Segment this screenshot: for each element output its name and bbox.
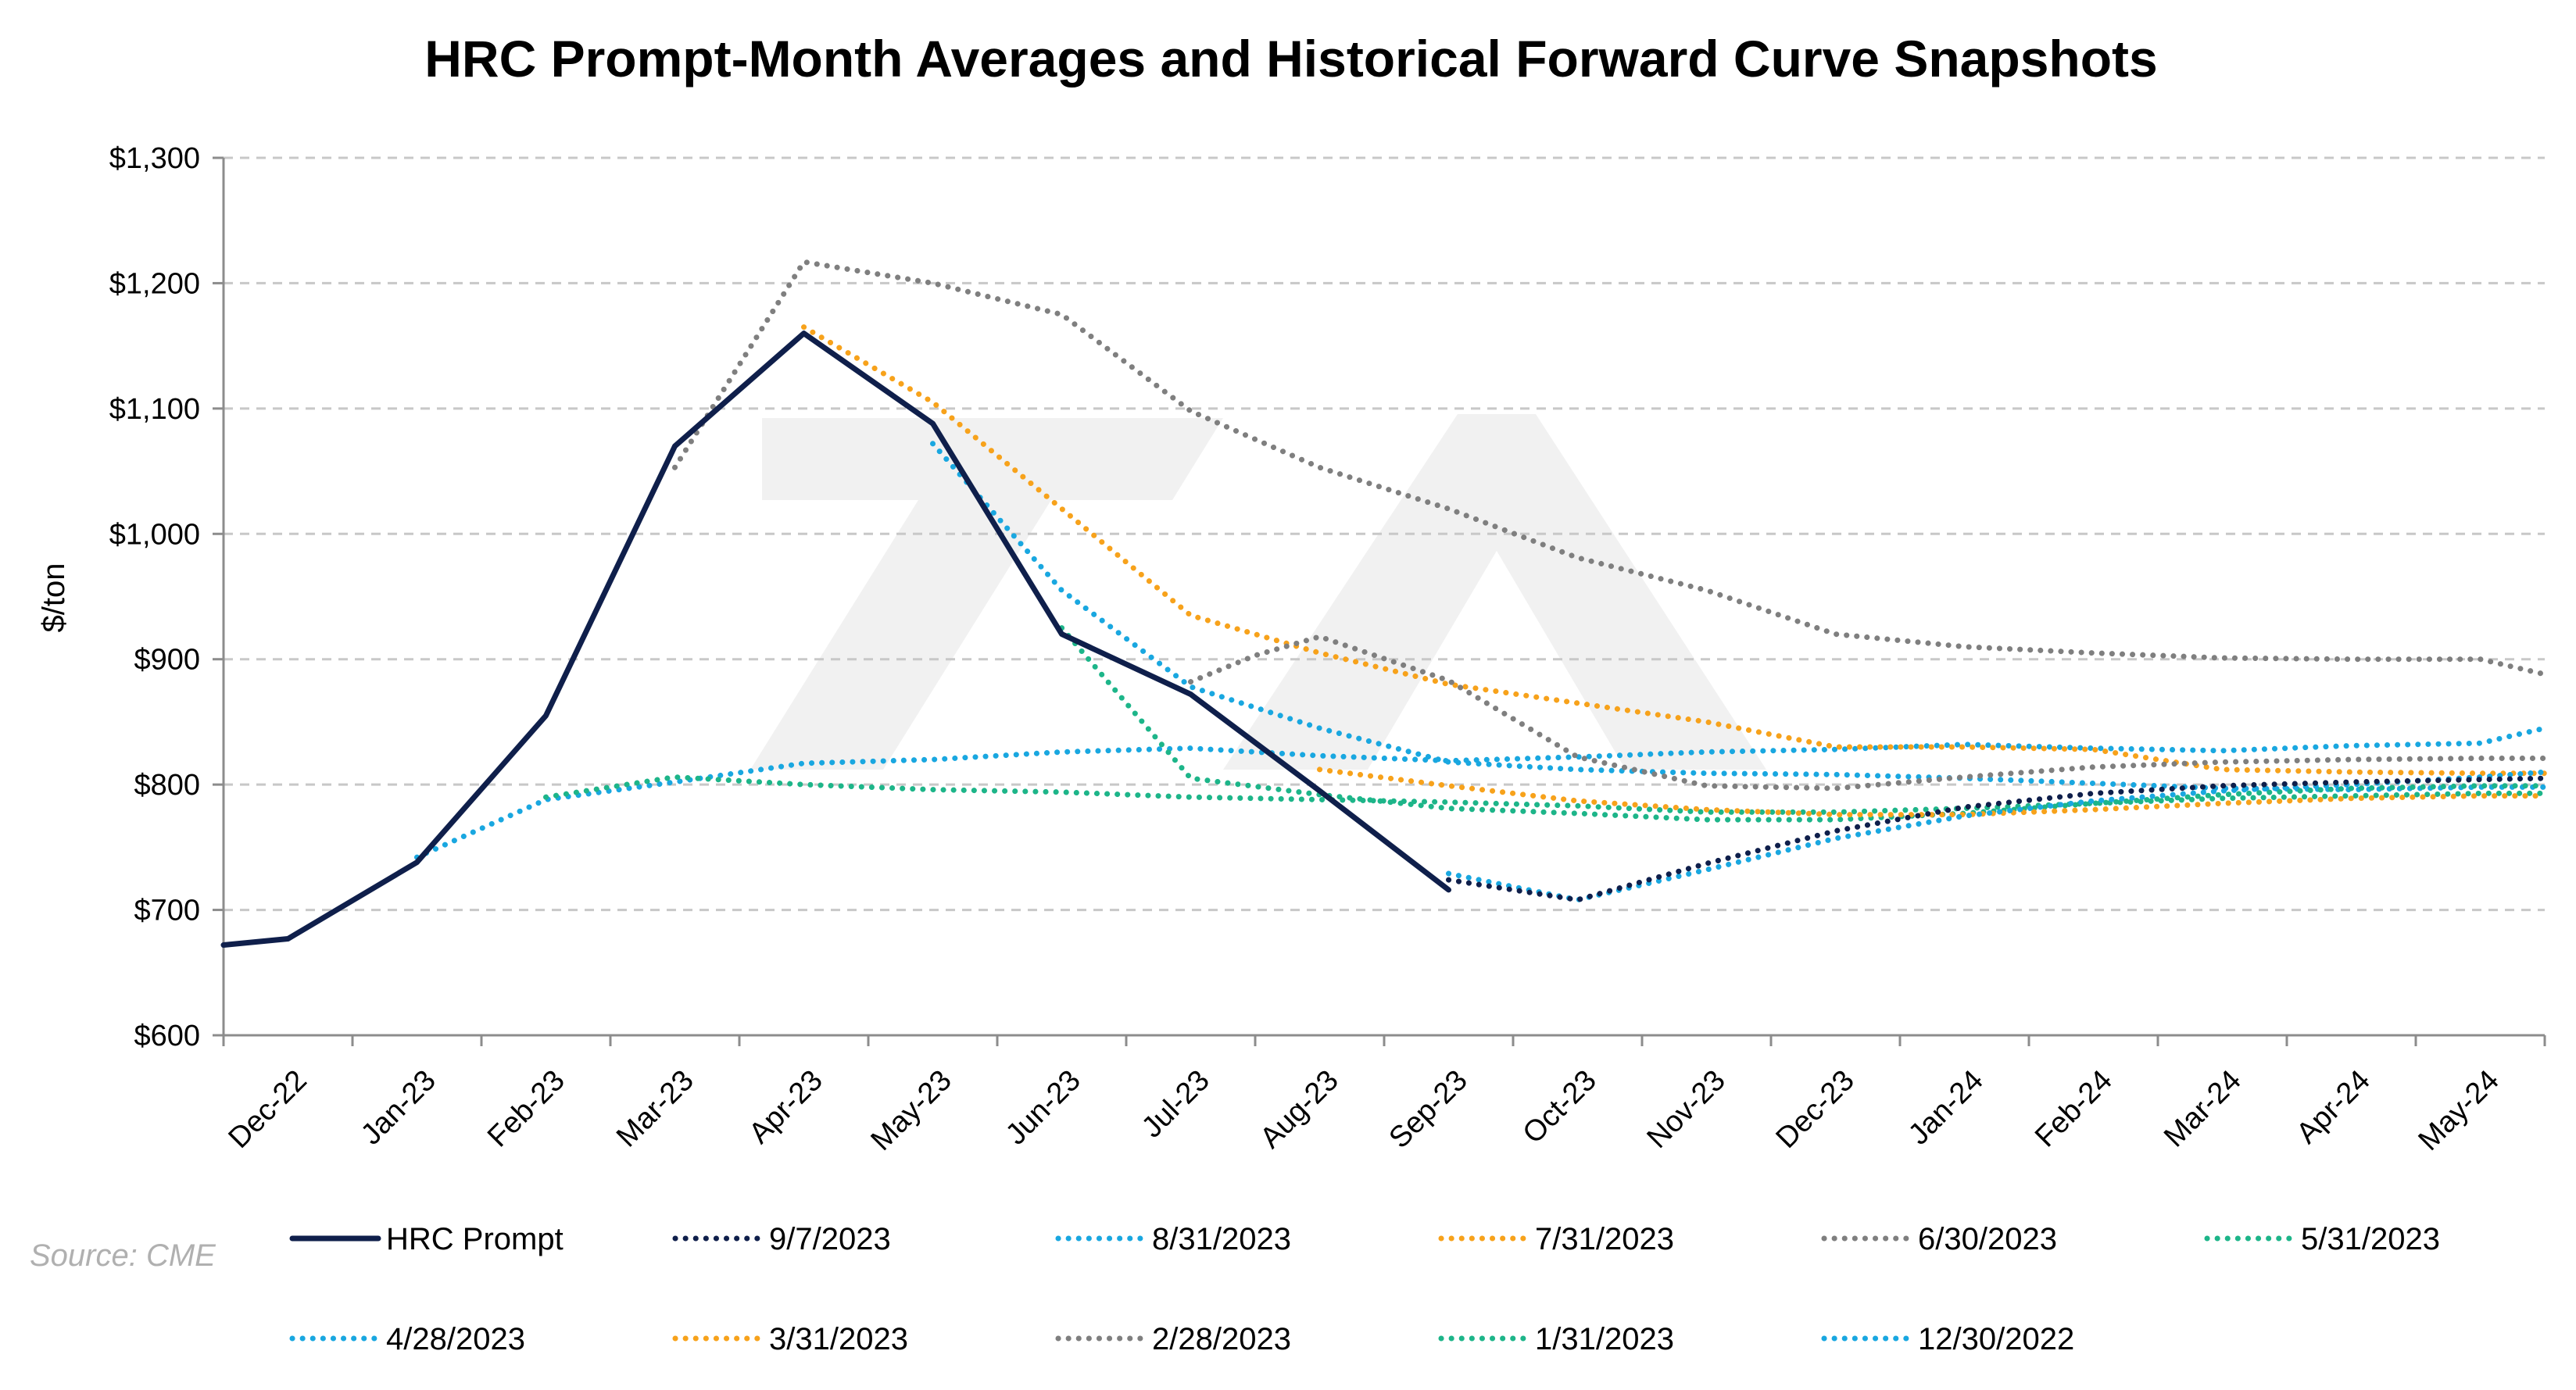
source-note: Source: CME <box>30 1238 216 1273</box>
series-line-1-31-2023 <box>543 774 2548 815</box>
x-tick-label: Feb-24 <box>2029 1064 2119 1154</box>
legend-label: 6/30/2023 <box>1918 1222 2057 1256</box>
axes <box>213 156 2546 1046</box>
legend-label: 4/28/2023 <box>386 1322 525 1356</box>
y-axis-label: $/ton <box>37 563 71 633</box>
x-tick-labels: Dec-22 Jan-23 Feb-23 Mar-23 Apr-23 May-23 Jun-… <box>223 1064 2506 1157</box>
x-tick-label: Oct-23 <box>1517 1064 1603 1150</box>
gridlines <box>224 156 2545 912</box>
legend-label: 1/31/2023 <box>1535 1322 1674 1356</box>
series-line-7-31-2023 <box>1317 766 2548 818</box>
watermark-logo <box>750 414 1766 770</box>
x-tick-label: Jan-23 <box>355 1064 442 1152</box>
x-tick-label: Mar-24 <box>2158 1064 2248 1154</box>
legend-label: 9/7/2023 <box>769 1222 891 1256</box>
legend-label: 12/30/2022 <box>1918 1322 2074 1356</box>
legend-label: HRC Prompt <box>386 1222 564 1256</box>
x-tick-label: Sep-23 <box>1383 1064 1474 1155</box>
series-line-2-28-2023 <box>672 259 2548 677</box>
legend-label: 7/31/2023 <box>1535 1222 1674 1256</box>
x-tick-label: Mar-23 <box>610 1064 700 1154</box>
x-tick-label: Feb-23 <box>481 1064 571 1154</box>
legend-label: 2/28/2023 <box>1152 1322 1291 1356</box>
y-tick-label: $1,200 <box>109 267 200 300</box>
legend-label: 3/31/2023 <box>769 1322 908 1356</box>
x-tick-label: May-24 <box>2413 1064 2506 1157</box>
x-tick-label: Apr-24 <box>2291 1064 2377 1150</box>
legend-label: 8/31/2023 <box>1152 1222 1291 1256</box>
y-tick-labels: $600 $700 $800 $900 $1,000 $1,100 $1,200 $1,300 <box>109 142 200 1052</box>
x-tick-label: Jul-23 <box>1136 1064 1216 1145</box>
series-lines <box>220 259 2548 948</box>
x-tick-label: Dec-22 <box>223 1064 313 1155</box>
legend: HRC Prompt 9/7/2023 8/31/2023 7/31/2023 6/30… <box>289 1222 2440 1356</box>
x-tick-label: Apr-23 <box>743 1064 829 1150</box>
series-line-9-7-2023 <box>1446 775 2548 903</box>
series-line-3-31-2023 <box>801 324 2548 777</box>
y-tick-label: $1,100 <box>109 393 200 426</box>
y-tick-label: $900 <box>134 644 200 677</box>
series-line-12-30-2022 <box>414 725 2548 860</box>
x-tick-label: Nov-23 <box>1641 1064 1732 1155</box>
y-tick-label: $1,300 <box>109 142 200 175</box>
y-tick-label: $1,000 <box>109 518 200 551</box>
y-tick-label: $600 <box>134 1020 200 1052</box>
x-tick-label: May-23 <box>865 1064 958 1157</box>
x-tick-label: Aug-23 <box>1254 1064 1345 1155</box>
x-tick-label: Jan-24 <box>1902 1064 1990 1152</box>
x-tick-label: Dec-23 <box>1770 1064 1861 1155</box>
x-tick-label: Jun-23 <box>1000 1064 1087 1152</box>
series-line-hrc-prompt <box>220 331 1451 948</box>
y-tick-label: $700 <box>134 895 200 927</box>
series-line-6-30-2023 <box>1188 634 2548 791</box>
y-tick-label: $800 <box>134 769 200 802</box>
series-line-5-31-2023 <box>1059 625 2548 823</box>
legend-label: 5/31/2023 <box>2301 1222 2440 1256</box>
chart-title: HRC Prompt-Month Averages and Historical… <box>424 30 2157 88</box>
